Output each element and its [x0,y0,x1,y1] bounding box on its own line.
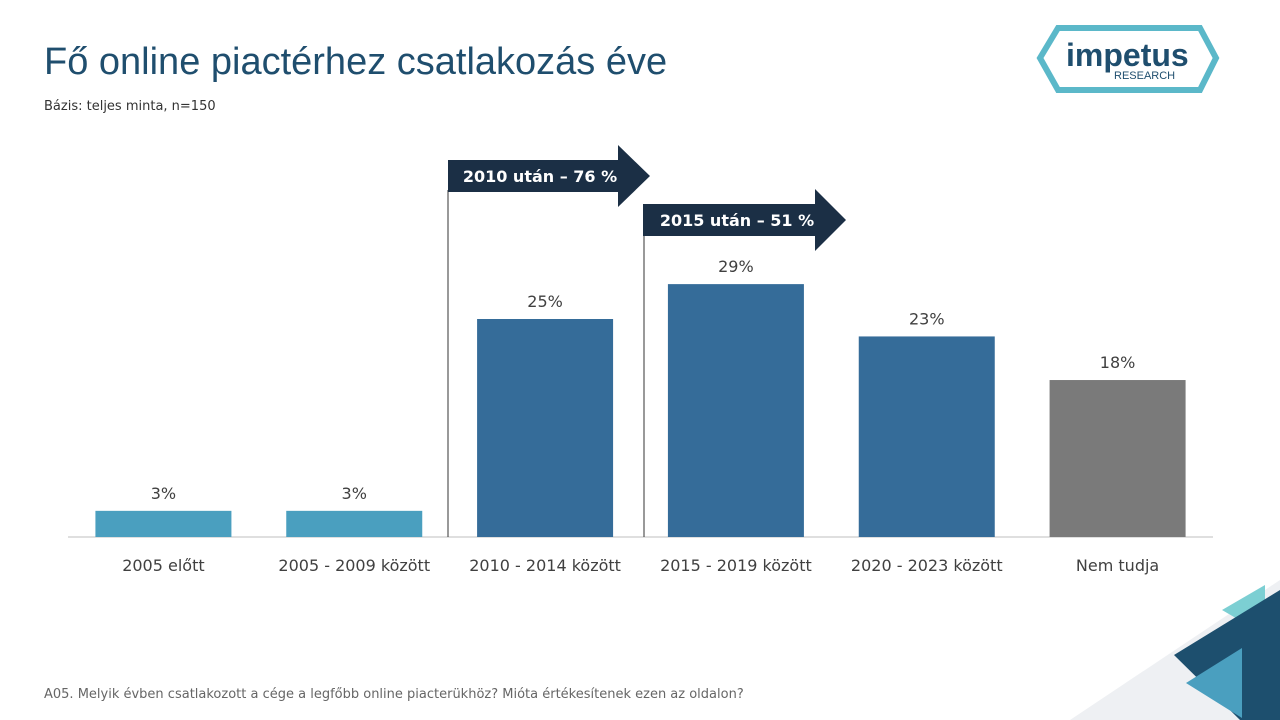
annotation: 2010 után – 76 % [463,167,617,186]
x-tick-label: Nem tudja [1076,556,1159,575]
annotation-arrow [643,189,846,251]
deco [1174,590,1280,720]
x-tick-label: 2010 - 2014 között [469,556,621,575]
subtitle: Bázis: teljes minta, n=150 [44,99,216,114]
bar [477,319,614,537]
logo-bg [1062,36,1192,82]
bar [667,284,804,537]
value-label: 23% [909,309,945,328]
bar [858,336,995,537]
footnote: A05. Melyik évben csatlakozott a cége a … [44,687,744,702]
bar [1049,380,1186,537]
annotation: 2015 után – 51 % [660,211,814,230]
value-label: 29% [718,257,754,276]
annotation-arrow [448,145,650,207]
x-tick-label: 2005 - 2009 között [278,556,430,575]
value-label: 3% [151,484,176,503]
bar [95,510,232,537]
x-tick-label: 2020 - 2023 között [851,556,1003,575]
decoration [1070,580,1280,720]
value-label: 3% [342,484,367,503]
logo-frame [1036,25,1220,93]
deco [1186,648,1242,718]
bar [286,510,423,537]
value-label: 25% [527,292,563,311]
chart-title: Fő online piactérhez csatlakozás éve [44,41,667,83]
logo-name: impetus [1066,37,1189,73]
logo: impetus RESEARCH [1036,25,1220,93]
x-tick-label: 2005 előtt [122,556,204,575]
x-tick-label: 2015 - 2019 között [660,556,812,575]
value-label: 18% [1100,353,1136,372]
logo-tagline: RESEARCH [1114,70,1175,82]
